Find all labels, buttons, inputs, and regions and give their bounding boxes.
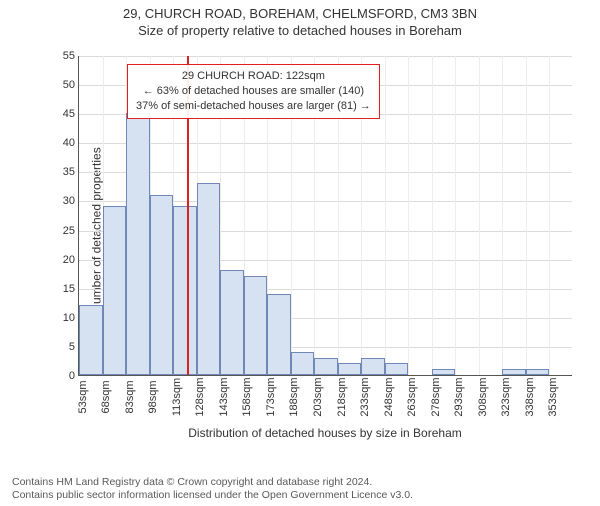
histogram-bar xyxy=(338,363,362,375)
histogram-bar xyxy=(103,206,127,375)
histogram-chart: Number of detached properties 0510152025… xyxy=(48,50,578,410)
y-tick: 45 xyxy=(63,108,75,120)
y-tick: 50 xyxy=(63,79,75,91)
annotation-line: 29 CHURCH ROAD: 122sqm xyxy=(136,69,371,84)
x-tick: 353sqm xyxy=(547,377,559,417)
footer-line-2: Contains public sector information licen… xyxy=(12,489,413,502)
x-tick: 203sqm xyxy=(312,377,324,417)
page-title: 29, CHURCH ROAD, BOREHAM, CHELMSFORD, CM… xyxy=(0,6,600,21)
x-tick: 278sqm xyxy=(430,377,442,417)
histogram-bar xyxy=(385,363,409,375)
y-tick: 5 xyxy=(69,341,75,353)
page-subtitle: Size of property relative to detached ho… xyxy=(0,23,600,38)
x-tick: 218sqm xyxy=(336,377,348,417)
x-tick: 338sqm xyxy=(524,377,536,417)
x-tick: 323sqm xyxy=(500,377,512,417)
y-tick: 25 xyxy=(63,225,75,237)
histogram-bar xyxy=(502,369,526,375)
x-tick: 113sqm xyxy=(171,377,183,417)
x-tick: 53sqm xyxy=(77,377,89,417)
annotation-line: ← 63% of detached houses are smaller (14… xyxy=(136,84,371,99)
histogram-bar xyxy=(244,276,268,375)
y-tick: 0 xyxy=(69,370,75,382)
y-tick: 55 xyxy=(63,50,75,62)
y-tick: 20 xyxy=(63,254,75,266)
histogram-bar xyxy=(267,294,291,375)
histogram-bar xyxy=(314,358,338,375)
y-tick: 35 xyxy=(63,166,75,178)
attribution-footer: Contains HM Land Registry data © Crown c… xyxy=(12,476,413,502)
histogram-bar xyxy=(126,113,150,375)
histogram-bar xyxy=(291,352,315,375)
histogram-bar xyxy=(173,206,197,375)
x-tick: 128sqm xyxy=(194,377,206,417)
footer-line-1: Contains HM Land Registry data © Crown c… xyxy=(12,476,413,489)
x-tick: 83sqm xyxy=(124,377,136,417)
histogram-bar xyxy=(197,183,221,375)
x-tick: 158sqm xyxy=(241,377,253,417)
annotation-line: 37% of semi-detached houses are larger (… xyxy=(136,99,371,114)
x-tick: 173sqm xyxy=(265,377,277,417)
x-tick: 293sqm xyxy=(453,377,465,417)
histogram-bar xyxy=(361,358,385,375)
histogram-bar xyxy=(150,195,174,375)
plot-area: 051015202530354045505553sqm68sqm83sqm98s… xyxy=(78,56,572,376)
x-tick: 98sqm xyxy=(147,377,159,417)
x-tick: 308sqm xyxy=(477,377,489,417)
histogram-bar xyxy=(79,305,103,375)
x-tick: 68sqm xyxy=(100,377,112,417)
histogram-bar xyxy=(220,270,244,375)
y-tick: 30 xyxy=(63,195,75,207)
x-tick: 188sqm xyxy=(288,377,300,417)
x-tick: 143sqm xyxy=(218,377,230,417)
x-tick: 233sqm xyxy=(359,377,371,417)
x-axis-label: Distribution of detached houses by size … xyxy=(78,426,572,440)
y-tick: 10 xyxy=(63,312,75,324)
histogram-bar xyxy=(526,369,550,375)
annotation-box: 29 CHURCH ROAD: 122sqm← 63% of detached … xyxy=(127,64,380,119)
y-tick: 40 xyxy=(63,137,75,149)
x-tick: 248sqm xyxy=(383,377,395,417)
histogram-bar xyxy=(432,369,456,375)
y-tick: 15 xyxy=(63,283,75,295)
x-tick: 263sqm xyxy=(406,377,418,417)
